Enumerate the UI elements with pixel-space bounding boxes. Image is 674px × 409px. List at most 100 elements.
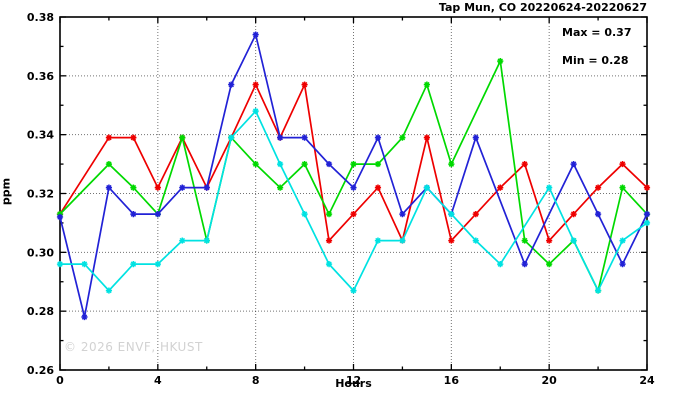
x-tick-label: 4 — [154, 374, 162, 387]
data-point-marker — [472, 210, 479, 218]
data-point-marker — [619, 261, 626, 268]
data-point-marker — [546, 184, 553, 191]
data-point-marker — [252, 108, 259, 115]
data-point-marker — [497, 261, 504, 268]
data-point-marker — [154, 261, 161, 268]
x-tick-label: 24 — [639, 374, 655, 387]
data-point-marker — [570, 237, 577, 244]
data-point-marker — [228, 81, 235, 88]
data-point-marker — [228, 134, 235, 141]
series-cyan-line — [60, 109, 648, 293]
data-point-marker — [521, 261, 528, 268]
min-value-label: Min = 0.28 — [562, 54, 629, 67]
y-tick-label: 0.32 — [27, 188, 54, 201]
series-green-markers — [56, 58, 651, 294]
data-point-marker — [374, 134, 382, 141]
data-point-marker — [301, 210, 308, 218]
data-point-marker — [350, 184, 357, 191]
data-point-marker — [399, 134, 406, 141]
series-cyan — [56, 108, 651, 294]
data-point-marker — [105, 134, 113, 141]
data-point-marker — [252, 31, 259, 38]
data-point-marker — [56, 261, 64, 268]
max-value-label: Max = 0.37 — [562, 26, 632, 39]
data-point-marker — [154, 184, 161, 191]
watermark: © 2026 ENVF, HKUST — [64, 340, 203, 354]
data-point-marker — [521, 160, 528, 168]
data-point-marker — [374, 184, 382, 191]
data-point-marker — [81, 261, 88, 268]
data-point-marker — [179, 134, 186, 141]
series-red-line — [59, 81, 648, 244]
data-point-marker — [619, 160, 626, 168]
data-point-marker — [594, 287, 602, 294]
x-tick-label: 8 — [252, 374, 260, 387]
data-point-marker — [130, 134, 137, 141]
data-point-marker — [130, 210, 137, 218]
data-point-marker — [619, 184, 626, 191]
y-axis-label: ppm — [0, 177, 13, 206]
x-tick-labels: 0 4 8 12 16 20 24 — [56, 374, 655, 387]
data-point-marker — [423, 134, 430, 141]
data-point-marker — [570, 160, 577, 168]
data-point-marker — [448, 160, 455, 168]
data-point-marker — [570, 210, 577, 218]
data-point-marker — [301, 134, 308, 141]
data-point-marker — [350, 287, 357, 294]
data-point-marker — [179, 237, 186, 244]
y-tick-label: 0.28 — [27, 305, 54, 318]
data-point-marker — [374, 160, 382, 168]
series-blue — [56, 31, 651, 321]
data-point-marker — [277, 184, 284, 191]
data-point-marker — [105, 184, 113, 191]
data-point-marker — [81, 313, 88, 321]
data-point-marker — [105, 287, 113, 294]
y-tick-label: 0.36 — [27, 70, 54, 83]
data-point-marker — [325, 237, 333, 244]
data-point-marker — [546, 237, 553, 244]
data-point-marker — [472, 134, 479, 141]
data-point-marker — [497, 58, 504, 65]
x-tick-label: 12 — [346, 374, 361, 387]
x-tick-label: 0 — [56, 374, 64, 387]
data-point-marker — [154, 210, 161, 218]
plot-border — [59, 16, 648, 371]
data-point-marker — [277, 134, 284, 141]
chart-title: Tap Mun, CO 20220624-20220627 — [438, 1, 647, 14]
data-point-marker — [350, 210, 357, 218]
data-point-marker — [546, 261, 553, 268]
data-point-marker — [325, 160, 333, 168]
data-point-marker — [643, 184, 651, 191]
data-point-marker — [399, 237, 406, 244]
data-point-marker — [643, 219, 651, 227]
data-point-marker — [203, 237, 210, 244]
data-point-marker — [374, 237, 382, 244]
y-tick-label: 0.30 — [27, 246, 54, 259]
data-point-marker — [619, 237, 626, 244]
data-point-marker — [252, 160, 259, 168]
series-green — [56, 58, 651, 294]
grid-lines — [60, 17, 647, 370]
y-tick-label: 0.38 — [27, 11, 54, 24]
data-point-marker — [325, 210, 333, 218]
data-point-marker — [448, 210, 455, 218]
data-point-marker — [594, 184, 602, 191]
x-tick-label: 16 — [444, 374, 460, 387]
data-point-marker — [472, 237, 479, 244]
max-min-annotation: Max = 0.37 Min = 0.28 — [562, 26, 631, 68]
data-point-marker — [301, 81, 308, 88]
data-point-marker — [130, 184, 137, 191]
data-point-marker — [423, 184, 430, 191]
data-point-marker — [277, 160, 284, 168]
data-point-marker — [203, 184, 210, 191]
y-tick-label: 0.26 — [27, 364, 54, 377]
data-point-marker — [497, 184, 504, 191]
x-axis-label: Hours — [335, 377, 372, 390]
series-cyan-markers — [56, 108, 651, 294]
y-tick-label: 0.34 — [27, 129, 54, 142]
data-point-marker — [399, 210, 406, 218]
y-tick-labels: 0.26 0.28 0.30 0.32 0.34 0.36 0.38 — [27, 11, 54, 377]
data-point-marker — [594, 210, 602, 218]
